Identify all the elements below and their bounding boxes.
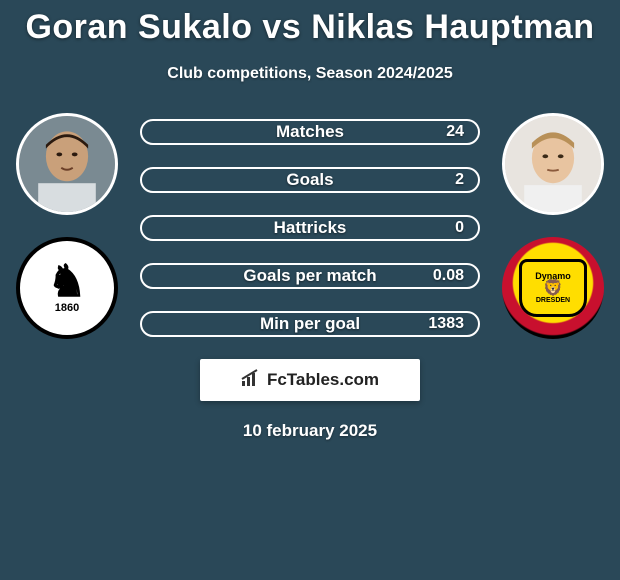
club-left-label: 1860 — [55, 302, 79, 314]
season-subtitle: Club competitions, Season 2024/2025 — [0, 65, 620, 83]
stat-right-value: 1383 — [428, 315, 464, 333]
stat-right-value: 2 — [455, 171, 464, 189]
stats-column: Matches 24 Goals 2 Hattricks 0 Goals per… — [140, 119, 480, 337]
stat-label: Matches — [142, 122, 478, 142]
page-title: Goran Sukalo vs Niklas Hauptman — [0, 0, 620, 47]
stat-row-goals-per-match: Goals per match 0.08 — [140, 263, 480, 289]
footer-date: 10 february 2025 — [0, 421, 620, 441]
stat-right-value: 24 — [446, 123, 464, 141]
chart-icon — [241, 369, 261, 392]
club-right-bottom-label: DRESDEN — [536, 297, 570, 304]
stat-row-hattricks: Hattricks 0 — [140, 215, 480, 241]
player-left-avatar — [16, 113, 118, 215]
stat-label: Hattricks — [142, 218, 478, 238]
attribution-text: FcTables.com — [267, 370, 379, 390]
stat-label: Goals — [142, 170, 478, 190]
stat-right-value: 0.08 — [433, 267, 464, 285]
stat-row-min-per-goal: Min per goal 1383 — [140, 311, 480, 337]
dresden-shield-icon: Dynamo 🦁 DRESDEN — [519, 259, 586, 316]
player-right-avatar — [502, 113, 604, 215]
stat-label: Goals per match — [142, 266, 478, 286]
stat-row-matches: Matches 24 — [140, 119, 480, 145]
stat-row-goals: Goals 2 — [140, 167, 480, 193]
right-column: Dynamo 🦁 DRESDEN — [498, 113, 608, 339]
left-column: ♞ 1860 — [12, 113, 122, 339]
lion-icon: ♞ — [47, 262, 86, 302]
club-right-logo: Dynamo 🦁 DRESDEN — [502, 237, 604, 339]
club-left-logo: ♞ 1860 — [16, 237, 118, 339]
stat-right-value: 0 — [455, 219, 464, 237]
comparison-row: ♞ 1860 Matches 24 Goals 2 Hattricks 0 Go… — [0, 113, 620, 339]
attribution-badge[interactable]: FcTables.com — [200, 359, 420, 401]
player-right-face-icon — [505, 116, 601, 212]
player-left-face-icon — [19, 116, 115, 212]
